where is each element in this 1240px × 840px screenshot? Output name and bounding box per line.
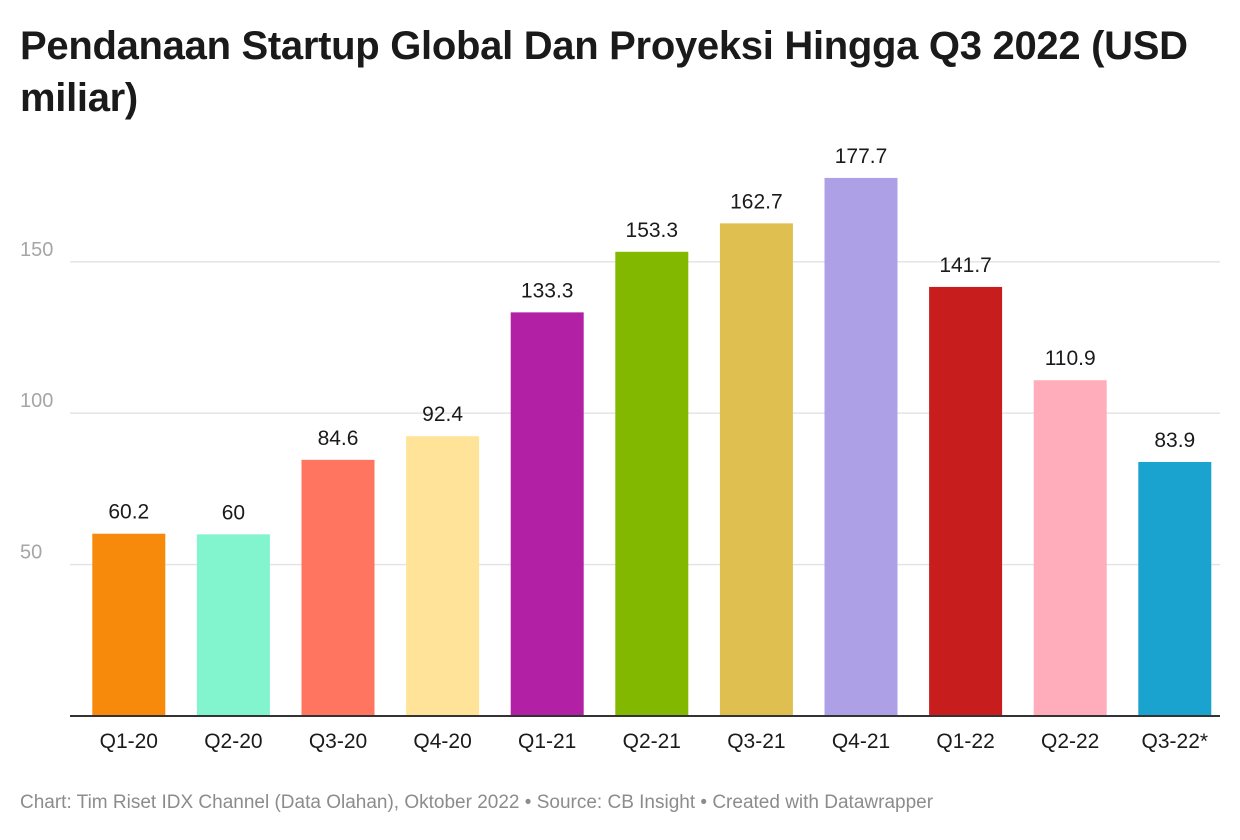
bar xyxy=(196,534,270,716)
category-label: Q2-20 xyxy=(204,730,262,753)
value-label: 92.4 xyxy=(422,403,463,426)
bar xyxy=(615,251,689,716)
category-label: Q1-22 xyxy=(936,730,994,753)
category-label: Q4-20 xyxy=(413,730,471,753)
category-label: Q3-22* xyxy=(1142,730,1209,753)
chart-footer: Chart: Tim Riset IDX Channel (Data Olaha… xyxy=(20,792,934,813)
bar xyxy=(719,223,793,716)
value-label: 133.3 xyxy=(521,279,574,302)
value-label: 141.7 xyxy=(939,254,992,277)
bar xyxy=(929,286,1003,716)
value-label: 153.3 xyxy=(626,219,679,242)
y-tick-label: 50 xyxy=(20,542,42,564)
category-label: Q2-22 xyxy=(1041,730,1099,753)
value-label: 83.9 xyxy=(1154,429,1195,452)
bar xyxy=(301,459,375,716)
category-label: Q1-20 xyxy=(100,730,158,753)
value-label: 60.2 xyxy=(108,501,149,524)
value-label: 177.7 xyxy=(835,145,888,168)
y-tick-label: 150 xyxy=(20,239,53,261)
bar xyxy=(1138,461,1212,716)
chart-title: Pendanaan Startup Global Dan Proyeksi Hi… xyxy=(20,24,1188,120)
bar xyxy=(92,533,166,716)
category-label: Q3-20 xyxy=(309,730,367,753)
category-label: Q4-21 xyxy=(832,730,890,753)
value-labels: 60.2 60 84.6 92.4 133.3 153.3 162.7 177.7 141.7 1… xyxy=(108,145,1195,524)
bar xyxy=(406,436,480,716)
category-label: Q1-21 xyxy=(518,730,576,753)
x-axis: Q1-20 Q2-20 Q3-20 Q4-20 Q1-21 Q2-21 Q3-21 Q4-21… xyxy=(70,715,1220,753)
value-label: 162.7 xyxy=(730,190,783,213)
bar xyxy=(510,312,584,716)
bars xyxy=(92,177,1212,717)
category-label: Q2-21 xyxy=(623,730,681,753)
category-label: Q3-21 xyxy=(727,730,785,753)
value-label: 60 xyxy=(222,501,245,524)
bar xyxy=(824,177,898,717)
value-label: 110.9 xyxy=(1045,347,1096,370)
bar xyxy=(1033,380,1107,716)
y-tick-label: 100 xyxy=(20,390,53,412)
value-label: 84.6 xyxy=(318,427,359,450)
